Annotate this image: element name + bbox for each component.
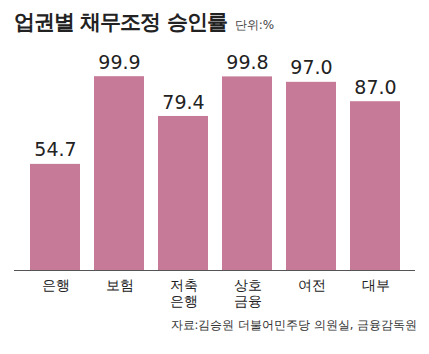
svg-text:97.0: 97.0 [290,56,332,78]
svg-text:상호금융: 상호금융 [234,277,262,309]
svg-text:저축은행: 저축은행 [170,277,198,309]
svg-text:대부: 대부 [362,277,390,293]
svg-text:87.0: 87.0 [354,76,396,98]
html-text:업권별 채무조정 승인률 단위:%: 업권별 채무조정 승인률 단위:% [14,10,275,34]
svg-text:79.4: 79.4 [162,91,204,113]
html-text:자료:김승원 더불어민주당 의원실, 금융감독원: 자료:김승원 더불어민주당 의원실, 금융감독원 [170,318,417,332]
svg-text:54.7: 54.7 [34,138,76,160]
svg-text:은행: 은행 [42,277,70,293]
svg-text:보험: 보험 [106,277,134,293]
svg-text:99.9: 99.9 [98,51,140,73]
svg-text:여전: 여전 [298,277,326,293]
svg-text:99.8: 99.8 [226,51,268,73]
